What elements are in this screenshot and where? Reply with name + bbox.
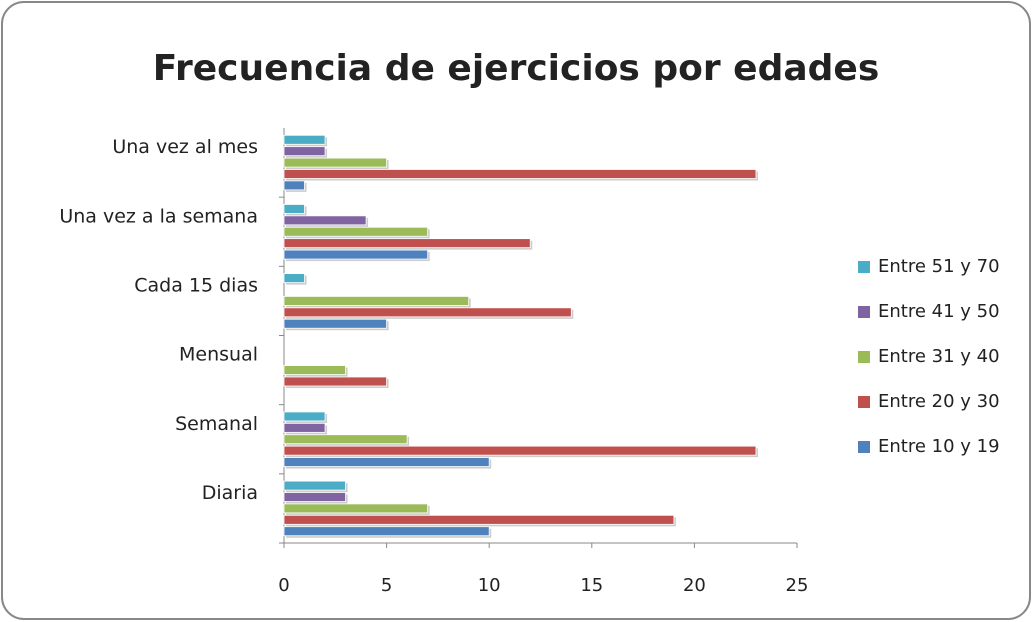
bar: [283, 238, 531, 249]
bar: [283, 215, 367, 226]
bar: [283, 514, 675, 525]
chart-title: Frecuencia de ejercicios por edades: [153, 48, 880, 89]
legend-label: Entre 41 y 50: [878, 301, 1000, 322]
bar: [283, 318, 387, 329]
legend-swatch: [858, 441, 870, 453]
bar: [283, 457, 490, 467]
legend-swatch: [858, 261, 870, 273]
y-tick-label: Diaria: [202, 482, 258, 504]
bar: [283, 134, 326, 145]
x-tick-label: 25: [786, 575, 809, 596]
legend-label: Entre 51 y 70: [878, 256, 1000, 277]
bar: [283, 273, 305, 284]
y-tick-label: Una vez a la semana: [59, 205, 258, 227]
bar: [283, 492, 346, 502]
legend-swatch: [858, 306, 870, 318]
bar: [283, 445, 757, 456]
bar: [283, 434, 408, 445]
y-tick-label: Cada 15 dias: [134, 274, 258, 296]
legend-swatch: [858, 396, 870, 408]
x-tick-label: 5: [381, 575, 392, 596]
bar: [283, 365, 346, 375]
legend-swatch: [858, 351, 870, 363]
y-tick-label: Una vez al mes: [112, 136, 258, 158]
bar: [283, 180, 305, 191]
bar: [283, 146, 326, 157]
x-tick-label: 0: [278, 575, 289, 596]
y-tick-label: Semanal: [175, 413, 258, 435]
legend-label: Entre 10 y 19: [878, 436, 1000, 457]
bar: [283, 376, 387, 387]
bar: [283, 157, 387, 168]
x-tick-label: 10: [478, 575, 501, 596]
legend-label: Entre 31 y 40: [878, 346, 1000, 367]
bar: [283, 296, 470, 306]
bar: [283, 249, 429, 260]
bar: [283, 307, 572, 318]
bar: [283, 226, 429, 237]
bar: [283, 169, 757, 179]
legend-label: Entre 20 y 30: [878, 391, 1000, 412]
bar: [283, 422, 326, 433]
bar: [283, 503, 429, 514]
x-tick-label: 15: [580, 575, 603, 596]
bar: [283, 204, 305, 214]
bar: [283, 526, 490, 537]
bar: [283, 480, 346, 491]
bar: [283, 411, 326, 422]
x-tick-label: 20: [683, 575, 706, 596]
y-tick-label: Mensual: [179, 344, 258, 366]
